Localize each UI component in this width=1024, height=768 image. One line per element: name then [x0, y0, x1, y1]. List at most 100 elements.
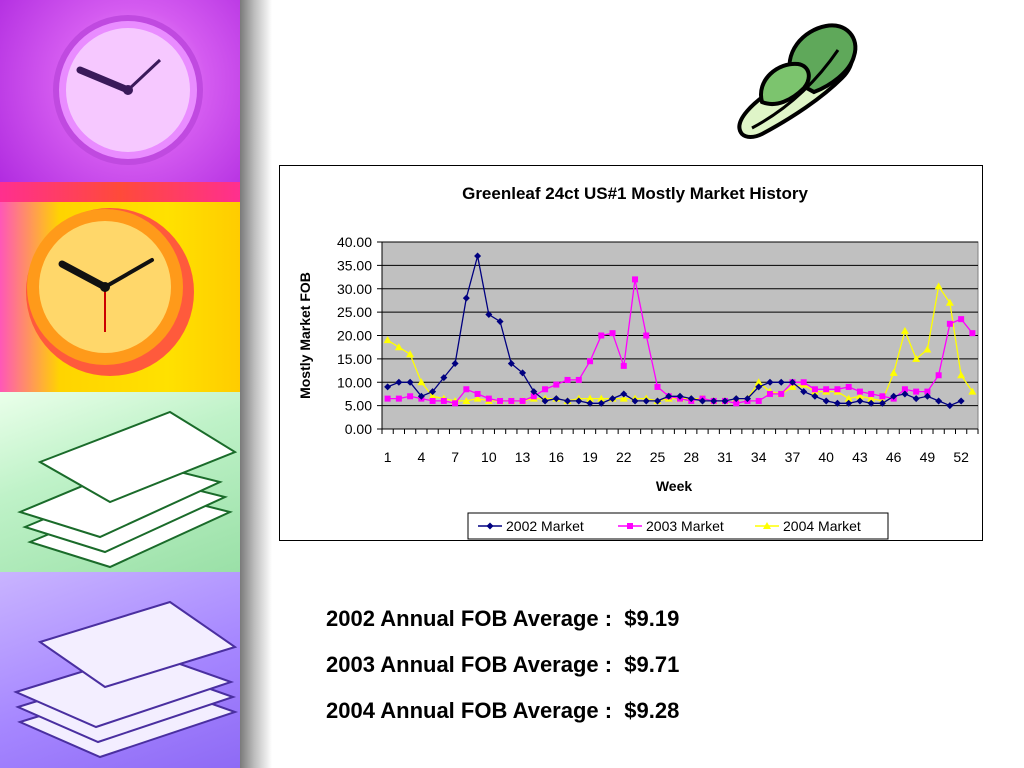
series-2002-market-point: [710, 397, 718, 405]
violet-papers-photo: [0, 572, 240, 768]
series-2002-market-point: [890, 392, 898, 400]
series-2003-market-point: [868, 390, 875, 397]
series-2003-market-point: [407, 393, 414, 400]
series-2002-market-point: [912, 395, 920, 403]
series-2003-market-point: [800, 379, 807, 386]
series-2002-market-point: [519, 369, 527, 377]
y-tick-label: 25.00: [337, 304, 372, 320]
y-tick-label: 35.00: [337, 257, 372, 273]
series-2002-market-point: [384, 383, 392, 391]
series-2002-market-point: [676, 392, 684, 400]
legend-2004-market-label: 2004 Market: [783, 518, 861, 534]
series-2002-market-point: [451, 360, 459, 368]
series-2002-market-point: [946, 402, 954, 410]
series-2003-market-point: [452, 400, 459, 407]
series-2003-market-point: [497, 397, 504, 404]
series-2004-market-point: [619, 394, 628, 402]
series-2003-market-point: [834, 386, 841, 393]
series-2002-market-point: [609, 395, 617, 403]
lettuce-icon: [737, 23, 858, 139]
series-2004-market-point: [586, 394, 595, 402]
series-2003-market-point: [901, 386, 908, 393]
series-2002-market-point: [620, 390, 628, 398]
y-tick-label: 20.00: [337, 328, 372, 344]
series-2002-market-point: [788, 378, 796, 386]
series-2003-market-point: [609, 330, 616, 337]
series-2004-market-point: [934, 282, 943, 290]
series-2003-market-point: [440, 397, 447, 404]
series-2004-market-point: [597, 394, 606, 402]
series-2002-market-point: [755, 383, 763, 391]
paper-stack-icon: [17, 410, 238, 569]
series-2004-market-point: [945, 298, 954, 306]
series-2003-market-point: [766, 390, 773, 397]
series-2002-market-point: [440, 374, 448, 382]
series-2003-market-point: [530, 393, 537, 400]
series-2002-market-point: [732, 395, 740, 403]
series-2002-market-point: [698, 397, 706, 405]
series-2002-market-point: [721, 397, 729, 405]
x-tick-label: 10: [481, 449, 497, 465]
series-2003-market-point: [924, 388, 931, 395]
series-2002-market-point: [552, 395, 560, 403]
legend-2002-market-point: [486, 522, 494, 530]
x-tick-label: 4: [417, 449, 425, 465]
x-tick-label: 40: [818, 449, 834, 465]
series-2002-market-line: [387, 255, 962, 407]
series-2002-market-point: [642, 397, 650, 405]
legend-2002-market-label: 2002 Market: [506, 518, 584, 534]
series-2003-market-point: [587, 358, 594, 365]
y-axis-label: Mostly Market FOB: [297, 272, 313, 399]
series-2003-market-point: [946, 320, 953, 327]
series-2004-market-point: [394, 343, 403, 351]
legend-2003-market-label: 2003 Market: [646, 518, 724, 534]
series-2002-market-point: [564, 397, 572, 405]
series-2003-market-point: [632, 276, 639, 283]
series-2002-market-point: [800, 388, 808, 396]
series-2002-market-point: [923, 392, 931, 400]
series-2003-market-point: [395, 395, 402, 402]
x-tick-label: 19: [582, 449, 598, 465]
series-2003-market-point: [755, 397, 762, 404]
series-2003-market-point: [485, 395, 492, 402]
legend-2004-market-point: [763, 522, 771, 529]
y-tick-label: 15.00: [337, 351, 372, 367]
series-2004-market-point: [383, 336, 392, 344]
series-2003-market-point: [620, 362, 627, 369]
series-2003-market-point: [823, 386, 830, 393]
series-2002-market-point: [496, 317, 504, 325]
series-2003-market-point: [811, 386, 818, 393]
series-2002-market-point: [856, 397, 864, 405]
series-2002-market-point: [395, 378, 403, 386]
x-tick-label: 43: [852, 449, 868, 465]
x-tick-label: 52: [953, 449, 969, 465]
series-2003-market-point: [463, 386, 470, 393]
series-2002-market-point: [429, 388, 437, 396]
series-2003-market-point: [384, 395, 391, 402]
series-2002-market-point: [485, 310, 493, 318]
series-2003-market-point: [598, 332, 605, 339]
series-2002-market-point: [878, 399, 886, 407]
x-tick-label: 22: [616, 449, 632, 465]
series-2003-market-point: [913, 388, 920, 395]
x-tick-label: 13: [515, 449, 531, 465]
series-2004-market-point: [406, 350, 415, 358]
average-2004: 2004 Annual FOB Average : $9.28: [326, 698, 680, 723]
series-2003-market-point: [654, 383, 661, 390]
series-2004-market-point: [957, 371, 966, 379]
series-2003-market-point: [935, 372, 942, 379]
green-papers-photo: [0, 392, 240, 572]
legend-2003-market-point: [627, 523, 633, 529]
orange-clock-photo: [0, 202, 240, 392]
series-2002-market-point: [541, 397, 549, 405]
line-chart: Greenleaf 24ct US#1 Mostly Market Histor…: [297, 184, 979, 540]
y-tick-label: 0.00: [345, 421, 372, 437]
series-2002-market-point: [654, 397, 662, 405]
series-2002-market-point: [766, 378, 774, 386]
series-2002-market-point: [575, 397, 583, 405]
series-2004-market-point: [754, 378, 763, 386]
series-2004-market-point: [867, 394, 876, 402]
series-2002-market-point: [631, 397, 639, 405]
series-2004-market-point: [855, 392, 864, 400]
series-2003-market-point: [564, 376, 571, 383]
